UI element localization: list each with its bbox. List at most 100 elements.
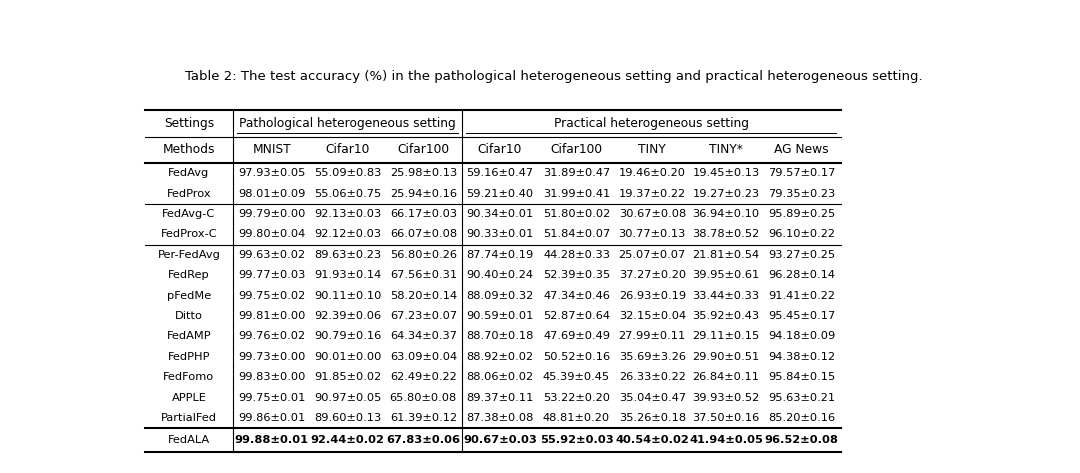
Text: FedFomo: FedFomo (163, 372, 215, 382)
Text: 19.27±0.23: 19.27±0.23 (692, 189, 759, 199)
Text: 66.17±0.03: 66.17±0.03 (390, 209, 457, 219)
Text: 25.94±0.16: 25.94±0.16 (390, 189, 457, 199)
Text: 99.88±0.01: 99.88±0.01 (234, 435, 309, 445)
Text: 79.57±0.17: 79.57±0.17 (768, 168, 835, 178)
Text: 91.93±0.14: 91.93±0.14 (314, 270, 381, 280)
Text: 99.73±0.00: 99.73±0.00 (239, 352, 306, 362)
Text: 95.45±0.17: 95.45±0.17 (768, 311, 835, 321)
Text: 19.37±0.22: 19.37±0.22 (619, 189, 686, 199)
Text: 88.06±0.02: 88.06±0.02 (467, 372, 534, 382)
Text: Cifar10: Cifar10 (477, 143, 522, 157)
Text: TINY: TINY (638, 143, 666, 157)
Text: 27.99±0.11: 27.99±0.11 (619, 332, 686, 342)
Text: 55.09±0.83: 55.09±0.83 (314, 168, 381, 178)
Text: 52.39±0.35: 52.39±0.35 (543, 270, 610, 280)
Text: Settings: Settings (164, 117, 214, 130)
Text: 94.18±0.09: 94.18±0.09 (768, 332, 835, 342)
Text: 36.94±0.10: 36.94±0.10 (692, 209, 759, 219)
Text: 33.44±0.33: 33.44±0.33 (692, 291, 759, 301)
Text: 59.21±0.40: 59.21±0.40 (467, 189, 534, 199)
Text: 25.07±0.07: 25.07±0.07 (619, 250, 686, 260)
Text: 96.52±0.08: 96.52±0.08 (765, 435, 838, 445)
Text: 19.45±0.13: 19.45±0.13 (692, 168, 759, 178)
Text: 85.20±0.16: 85.20±0.16 (768, 413, 835, 423)
Text: 90.67±0.03: 90.67±0.03 (463, 435, 537, 445)
Text: pFedMe: pFedMe (167, 291, 211, 301)
Text: 94.38±0.12: 94.38±0.12 (768, 352, 835, 362)
Text: Methods: Methods (163, 143, 215, 157)
Text: FedProx-C: FedProx-C (161, 229, 217, 239)
Text: 48.81±0.20: 48.81±0.20 (543, 413, 610, 423)
Text: 41.94±0.05: 41.94±0.05 (689, 435, 762, 445)
Text: 97.93±0.05: 97.93±0.05 (239, 168, 306, 178)
Text: 99.83±0.00: 99.83±0.00 (239, 372, 306, 382)
Text: 67.23±0.07: 67.23±0.07 (390, 311, 457, 321)
Text: 91.41±0.22: 91.41±0.22 (768, 291, 835, 301)
Text: 35.26±0.18: 35.26±0.18 (619, 413, 686, 423)
Text: Pathological heterogeneous setting: Pathological heterogeneous setting (240, 117, 456, 130)
Text: 29.90±0.51: 29.90±0.51 (692, 352, 759, 362)
Text: 31.99±0.41: 31.99±0.41 (543, 189, 610, 199)
Text: Table 2: The test accuracy (%) in the pathological heterogeneous setting and pra: Table 2: The test accuracy (%) in the pa… (185, 70, 922, 82)
Text: 55.06±0.75: 55.06±0.75 (314, 189, 381, 199)
Text: 52.87±0.64: 52.87±0.64 (543, 311, 610, 321)
Text: 62.49±0.22: 62.49±0.22 (390, 372, 457, 382)
Text: 90.59±0.01: 90.59±0.01 (467, 311, 534, 321)
Text: 88.09±0.32: 88.09±0.32 (467, 291, 534, 301)
Text: 35.92±0.43: 35.92±0.43 (692, 311, 759, 321)
Text: 88.70±0.18: 88.70±0.18 (467, 332, 534, 342)
Text: 61.39±0.12: 61.39±0.12 (390, 413, 457, 423)
Text: 39.93±0.52: 39.93±0.52 (692, 393, 759, 403)
Text: PartialFed: PartialFed (161, 413, 217, 423)
Text: 56.80±0.26: 56.80±0.26 (390, 250, 457, 260)
Text: 90.34±0.01: 90.34±0.01 (467, 209, 534, 219)
Text: Ditto: Ditto (175, 311, 203, 321)
Text: 45.39±0.45: 45.39±0.45 (543, 372, 610, 382)
Text: 99.81±0.00: 99.81±0.00 (239, 311, 306, 321)
Text: 66.07±0.08: 66.07±0.08 (390, 229, 457, 239)
Text: FedAMP: FedAMP (166, 332, 212, 342)
Text: 98.01±0.09: 98.01±0.09 (239, 189, 306, 199)
Text: 35.04±0.47: 35.04±0.47 (619, 393, 686, 403)
Text: MNIST: MNIST (253, 143, 292, 157)
Text: 99.75±0.01: 99.75±0.01 (239, 393, 306, 403)
Text: 50.52±0.16: 50.52±0.16 (543, 352, 610, 362)
Text: Cifar100: Cifar100 (397, 143, 449, 157)
Text: 63.09±0.04: 63.09±0.04 (390, 352, 457, 362)
Text: 91.85±0.02: 91.85±0.02 (314, 372, 381, 382)
Text: 88.92±0.02: 88.92±0.02 (467, 352, 534, 362)
Text: 51.84±0.07: 51.84±0.07 (543, 229, 610, 239)
Text: 37.27±0.20: 37.27±0.20 (619, 270, 686, 280)
Text: APPLE: APPLE (172, 393, 206, 403)
Text: TINY*: TINY* (708, 143, 743, 157)
Text: 90.97±0.05: 90.97±0.05 (314, 393, 381, 403)
Text: FedAvg: FedAvg (168, 168, 210, 178)
Text: 90.40±0.24: 90.40±0.24 (467, 270, 534, 280)
Text: 64.34±0.37: 64.34±0.37 (390, 332, 457, 342)
Text: 92.39±0.06: 92.39±0.06 (314, 311, 381, 321)
Text: 38.78±0.52: 38.78±0.52 (692, 229, 759, 239)
Text: 53.22±0.20: 53.22±0.20 (543, 393, 610, 403)
Text: 26.93±0.19: 26.93±0.19 (619, 291, 686, 301)
Text: 90.33±0.01: 90.33±0.01 (467, 229, 534, 239)
Text: 90.11±0.10: 90.11±0.10 (314, 291, 381, 301)
Text: 99.76±0.02: 99.76±0.02 (239, 332, 306, 342)
Text: 47.69±0.49: 47.69±0.49 (543, 332, 610, 342)
Text: 21.81±0.54: 21.81±0.54 (692, 250, 759, 260)
Text: 37.50±0.16: 37.50±0.16 (692, 413, 759, 423)
Text: 39.95±0.61: 39.95±0.61 (692, 270, 759, 280)
Text: 87.38±0.08: 87.38±0.08 (467, 413, 534, 423)
Text: 92.12±0.03: 92.12±0.03 (314, 229, 381, 239)
Text: 67.56±0.31: 67.56±0.31 (390, 270, 457, 280)
Text: 25.98±0.13: 25.98±0.13 (390, 168, 457, 178)
Text: 30.67±0.08: 30.67±0.08 (619, 209, 686, 219)
Text: 40.54±0.02: 40.54±0.02 (616, 435, 689, 445)
Text: 92.44±0.02: 92.44±0.02 (311, 435, 384, 445)
Text: 96.10±0.22: 96.10±0.22 (768, 229, 835, 239)
Text: Per-FedAvg: Per-FedAvg (158, 250, 220, 260)
Text: 44.28±0.33: 44.28±0.33 (543, 250, 610, 260)
Text: FedPHP: FedPHP (167, 352, 211, 362)
Text: 26.33±0.22: 26.33±0.22 (619, 372, 686, 382)
Text: 79.35±0.23: 79.35±0.23 (768, 189, 835, 199)
Text: 95.89±0.25: 95.89±0.25 (768, 209, 835, 219)
